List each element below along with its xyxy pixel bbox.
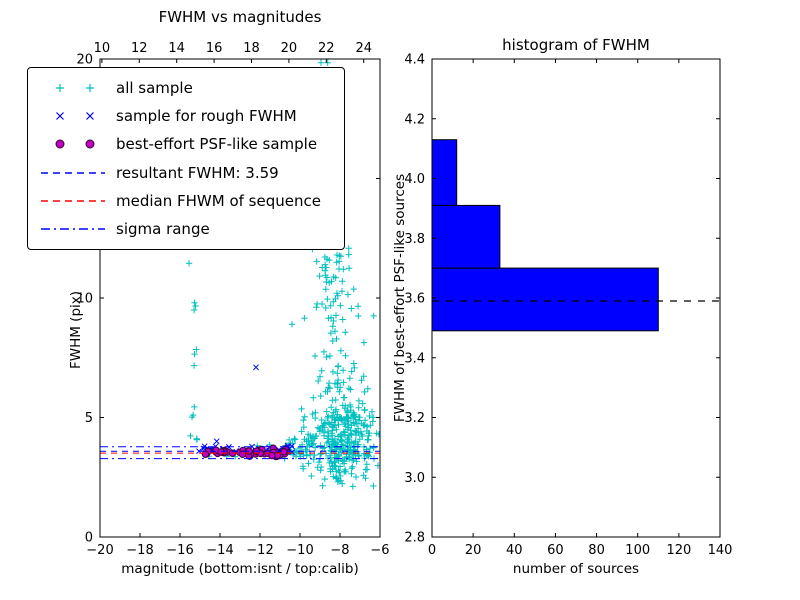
scatter-title: FWHM vs magnitudes — [158, 8, 322, 26]
svg-text:18: 18 — [243, 41, 260, 56]
svg-text:140: 140 — [708, 543, 733, 558]
svg-text:16: 16 — [206, 41, 223, 56]
svg-text:3.2: 3.2 — [404, 411, 425, 426]
svg-text:10: 10 — [94, 41, 111, 56]
legend-item-label: best-effort PSF-like sample — [116, 135, 318, 154]
svg-text:−6: −6 — [370, 543, 389, 558]
histogram-bars — [431, 139, 659, 332]
svg-text:−12: −12 — [246, 543, 273, 558]
svg-text:−16: −16 — [166, 543, 193, 558]
legend-item-psf-like-sample: best-effort PSF-like sample — [38, 131, 334, 157]
svg-text:−14: −14 — [206, 543, 233, 558]
svg-text:60: 60 — [547, 543, 564, 558]
svg-text:−8: −8 — [330, 543, 349, 558]
blue-dashdot-line-icon — [38, 220, 108, 238]
svg-text:40: 40 — [506, 543, 523, 558]
histogram-ticks: 0 20 40 60 80 100 120 140 2.8 3.0 3.2 3.4 3.6 3.8 4.0 4… — [404, 53, 732, 559]
svg-text:−10: −10 — [286, 543, 313, 558]
legend-item-median-fwhm: median FHWM of sequence — [38, 188, 334, 214]
svg-text:3.8: 3.8 — [404, 232, 425, 247]
histogram-bar — [431, 139, 458, 206]
reference-lines — [100, 446, 380, 460]
svg-text:24: 24 — [355, 41, 372, 56]
series-x — [196, 364, 295, 458]
svg-text:4.2: 4.2 — [404, 112, 425, 127]
histogram-title: histogram of FWHM — [502, 36, 650, 54]
scatter-xlabel: magnitude (bottom:isnt / top:calib) — [121, 561, 359, 577]
svg-text:4.4: 4.4 — [404, 53, 425, 68]
svg-text:4.0: 4.0 — [404, 172, 425, 187]
legend-item-label: sample for rough FWHM — [116, 107, 297, 126]
blue-dashed-line-icon — [38, 164, 108, 182]
red-dashed-line-icon — [38, 192, 108, 210]
legend-item-label: resultant FWHM: 3.59 — [116, 163, 279, 182]
scatter-ylabel: FWHM (pix) — [68, 290, 84, 370]
svg-text:0: 0 — [85, 531, 93, 546]
svg-text:2.8: 2.8 — [404, 531, 425, 546]
svg-text:20: 20 — [465, 543, 482, 558]
svg-text:12: 12 — [131, 41, 148, 56]
legend-item-label: sigma range — [116, 219, 210, 238]
histogram-bar — [431, 204, 501, 269]
svg-text:3.4: 3.4 — [404, 351, 425, 366]
plus-marker-icon — [38, 79, 108, 97]
svg-text:14: 14 — [168, 41, 185, 56]
svg-text:120: 120 — [666, 543, 691, 558]
histogram-bar — [431, 267, 659, 332]
svg-text:10: 10 — [76, 292, 93, 307]
histogram-xlabel: number of sources — [512, 561, 640, 577]
svg-text:20: 20 — [281, 41, 298, 56]
circle-marker-icon — [38, 135, 108, 153]
svg-text:100: 100 — [625, 543, 650, 558]
svg-text:3.6: 3.6 — [404, 292, 425, 307]
legend-item-label: median FHWM of sequence — [116, 191, 321, 210]
svg-text:−18: −18 — [126, 543, 153, 558]
series-circle — [201, 444, 291, 461]
legend-item-resultant-fwhm: resultant FWHM: 3.59 — [38, 160, 334, 186]
svg-text:3.0: 3.0 — [404, 471, 425, 486]
legend-item-rough-fwhm-sample: sample for rough FWHM — [38, 103, 334, 129]
svg-text:−20: −20 — [86, 543, 113, 558]
svg-text:80: 80 — [588, 543, 605, 558]
histogram-ylabel: FWHM of best-effort PSF-like sources — [392, 173, 408, 423]
histogram-plot: 0 20 40 60 80 100 120 140 2.8 3.0 3.2 3.4 3.6 3.8 4.0 4… — [404, 53, 732, 559]
svg-text:0: 0 — [428, 543, 436, 558]
legend-item-sigma-range: sigma range — [38, 216, 334, 242]
svg-text:5: 5 — [85, 411, 93, 426]
x-marker-icon — [38, 107, 108, 125]
legend-item-label: all sample — [116, 79, 193, 98]
legend-item-all-sample: all sample — [38, 75, 334, 101]
svg-text:22: 22 — [318, 41, 335, 56]
svg-text:20: 20 — [76, 53, 93, 68]
legend: all sample sample for rough FWHM best-ef… — [27, 67, 345, 250]
